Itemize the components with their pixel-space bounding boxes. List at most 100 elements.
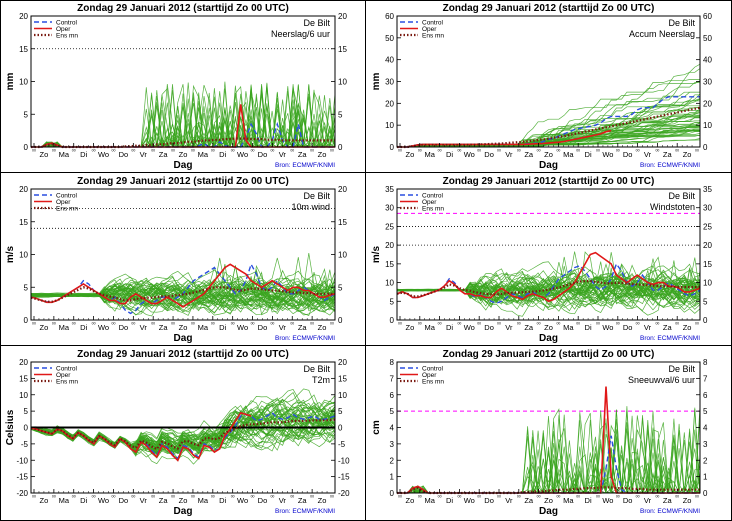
- hour-tick-label: 00: [537, 322, 541, 326]
- day-tick-label: Zo: [318, 323, 327, 332]
- day-tick-label: Zo: [683, 323, 692, 332]
- hour-tick-label: 00: [290, 149, 294, 153]
- hour-tick-label: 00: [270, 322, 274, 326]
- chart-title: Sneeuwval/6 uur: [628, 375, 695, 385]
- legend-label: Control: [422, 193, 444, 200]
- day-tick-label: Wo: [237, 150, 248, 159]
- legend-label: Ens mn: [56, 379, 78, 386]
- hour-tick-label: 00: [616, 495, 620, 499]
- ensemble-member-line: [397, 452, 701, 494]
- hour-tick-label: 00: [398, 149, 402, 153]
- location-label: De Bilt: [303, 191, 330, 201]
- day-tick-label: Wo: [98, 496, 109, 505]
- day-tick-label: Zo: [40, 150, 49, 159]
- hour-tick-label: 00: [112, 149, 116, 153]
- hour-tick-label: 00: [576, 495, 580, 499]
- hour-tick-label: 00: [32, 495, 36, 499]
- y-tick-label-right: 10: [703, 279, 712, 288]
- legend-label: Ens mn: [422, 33, 444, 40]
- hour-tick-label: 00: [438, 149, 442, 153]
- y-tick-label-right: 0: [338, 316, 343, 325]
- day-tick-label: Za: [524, 323, 534, 332]
- day-tick-label: Za: [298, 323, 308, 332]
- y-tick-label-left: 8: [390, 358, 395, 367]
- source-note: Bron: ECMWF/KNMI: [640, 335, 700, 342]
- y-tick-label-right: 20: [338, 12, 347, 21]
- hour-tick-label: 00: [251, 322, 255, 326]
- hour-tick-label: 00: [537, 495, 541, 499]
- hour-tick-label: 00: [596, 495, 600, 499]
- day-tick-label: Wo: [602, 496, 613, 505]
- y-tick-label-left: -15: [16, 473, 28, 482]
- y-tick-label-left: 10: [19, 251, 28, 260]
- hour-tick-label: 00: [330, 149, 334, 153]
- day-tick-label: Di: [446, 323, 453, 332]
- day-tick-label: Di: [219, 496, 226, 505]
- y-tick-label-left: 20: [19, 185, 28, 194]
- y-tick-label-right: 5: [338, 407, 343, 416]
- y-tick-label-left: 20: [385, 99, 394, 108]
- day-tick-label: Ma: [59, 150, 70, 159]
- day-tick-label: Di: [219, 323, 226, 332]
- day-tick-label: Wo: [464, 323, 475, 332]
- y-axis-label: Celsius: [5, 409, 16, 445]
- day-tick-label: Wo: [602, 150, 613, 159]
- y-tick-label-left: 60: [385, 12, 394, 21]
- hour-tick-label: 00: [52, 322, 56, 326]
- y-tick-label-right: -15: [338, 473, 350, 482]
- y-tick-label-left: 25: [385, 222, 394, 231]
- day-tick-label: Za: [663, 150, 673, 159]
- day-tick-label: Di: [446, 496, 453, 505]
- hour-tick-label: 00: [92, 495, 96, 499]
- hour-tick-label: 00: [330, 322, 334, 326]
- day-tick-label: Ma: [563, 496, 574, 505]
- legend-label: Control: [422, 366, 444, 373]
- y-tick-label-left: 15: [19, 45, 28, 54]
- day-tick-label: Do: [119, 150, 129, 159]
- day-tick-label: Zo: [318, 496, 327, 505]
- hour-tick-label: 00: [616, 322, 620, 326]
- x-axis-label: Dag: [539, 506, 558, 517]
- legend-label: Control: [56, 20, 78, 27]
- day-tick-label: Zo: [406, 496, 415, 505]
- legend-label: Oper: [422, 26, 437, 33]
- day-tick-label: Zo: [179, 496, 188, 505]
- day-tick-label: Di: [585, 496, 592, 505]
- y-tick-label-left: 2: [390, 456, 395, 465]
- y-tick-label-left: -20: [16, 489, 28, 498]
- panel-accum: Zondag 29 Januari 2012 (starttijd Zo 00 …: [371, 3, 712, 171]
- hour-tick-label: 00: [497, 149, 501, 153]
- y-tick-label-right: 10: [338, 78, 347, 87]
- hour-tick-label: 00: [596, 149, 600, 153]
- hour-tick-label: 00: [556, 495, 560, 499]
- day-tick-label: Wo: [464, 496, 475, 505]
- series-ens-mn: [397, 106, 701, 149]
- y-tick-label-right: 20: [338, 185, 347, 194]
- y-tick-label-left: 20: [19, 358, 28, 367]
- chart-header: Zondag 29 Januari 2012 (starttijd Zo 00 …: [443, 3, 655, 14]
- chart-title: T2m: [312, 375, 330, 385]
- day-tick-label: Wo: [98, 323, 109, 332]
- hour-tick-label: 00: [576, 322, 580, 326]
- y-tick-label-right: 30: [703, 204, 712, 213]
- location-label: De Bilt: [668, 364, 695, 374]
- hour-tick-label: 00: [477, 149, 481, 153]
- y-tick-label-left: 15: [19, 374, 28, 383]
- y-tick-label-left: 6: [390, 391, 395, 400]
- y-tick-label-right: 10: [703, 121, 712, 130]
- day-tick-label: Vr: [279, 496, 287, 505]
- y-tick-label-left: 20: [385, 241, 394, 250]
- day-tick-label: Zo: [683, 150, 692, 159]
- ensemble-member-line: [31, 283, 336, 310]
- hour-tick-label: 00: [171, 495, 175, 499]
- y-tick-label-left: 5: [390, 297, 395, 306]
- hour-tick-label: 00: [290, 322, 294, 326]
- y-axis-label: mm: [5, 73, 16, 91]
- day-tick-label: Ma: [563, 150, 574, 159]
- y-tick-label-right: 50: [703, 34, 712, 43]
- y-tick-label-right: 15: [338, 45, 347, 54]
- hour-tick-label: 00: [231, 495, 235, 499]
- legend-label: Ens mn: [422, 379, 444, 386]
- hour-tick-label: 00: [438, 322, 442, 326]
